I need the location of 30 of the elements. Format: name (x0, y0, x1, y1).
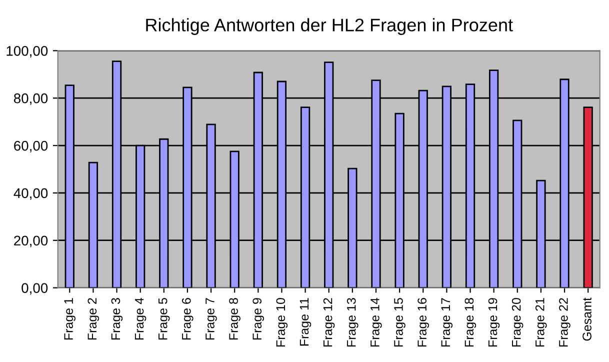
x-tick-label: Frage 11 (300, 298, 312, 346)
x-tick-label: Frage 18 (464, 298, 476, 347)
x-tick-label: Frage 6 (182, 298, 194, 340)
y-tick-label: 100,00 (6, 46, 48, 58)
y-tick-label: 40,00 (14, 188, 48, 200)
x-tick-label: Frage 15 (394, 298, 406, 347)
y-tick-label: 20,00 (14, 236, 48, 248)
x-tick-label: Frage 21 (535, 298, 547, 347)
x-tick-label: Frage 8 (229, 298, 240, 340)
x-tick-label: Frage 12 (323, 298, 335, 347)
x-tick-label: Frage 1 (64, 298, 76, 340)
y-tick-label: 80,00 (14, 93, 48, 105)
x-tick-label: Frage 20 (512, 298, 524, 347)
x-tick-label: Frage 9 (252, 298, 264, 340)
y-tick-label: 60,00 (14, 140, 48, 152)
x-tick-label: Frage 16 (418, 298, 429, 347)
x-tick-label: Frage 19 (488, 298, 500, 347)
x-tick-label: Frage 2 (88, 298, 100, 340)
chart-title: Richtige Antworten der HL2 Fragen in Prozent (146, 18, 513, 35)
x-tick-label: Frage 14 (370, 298, 382, 347)
x-tick-label: Frage 3 (111, 298, 123, 340)
x-tick-label: Frage 17 (441, 298, 453, 347)
x-tick-label: Frage 7 (206, 298, 217, 340)
y-tick-label: 0,00 (22, 283, 48, 295)
x-tick-label: Frage 5 (158, 298, 170, 340)
x-tick-label: Frage 10 (276, 298, 288, 347)
x-tick-label: Frage 13 (346, 298, 358, 347)
x-tick-label: Frage 4 (134, 298, 146, 340)
x-tick-label: Frage 22 (559, 298, 570, 347)
x-tick-label: Gesamt (582, 298, 592, 341)
